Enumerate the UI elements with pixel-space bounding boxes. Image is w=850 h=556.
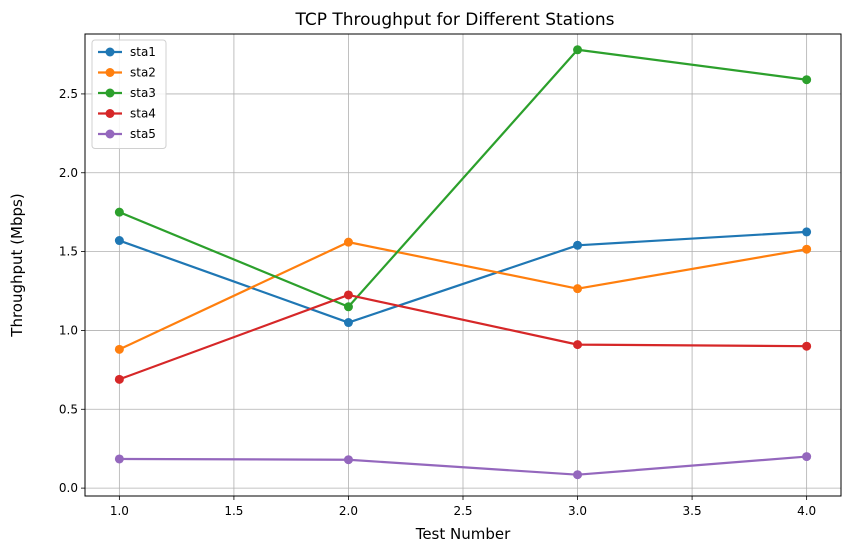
data-point-sta4 <box>114 374 124 384</box>
data-point-sta3 <box>802 75 812 85</box>
y-tick-label: 1.5 <box>59 245 78 259</box>
legend-label: sta3 <box>130 86 156 100</box>
legend-item-sta3: sta3 <box>98 86 156 100</box>
y-tick-label: 2.0 <box>59 166 78 180</box>
legend-label: sta1 <box>130 45 156 59</box>
x-tick-label: 3.0 <box>568 504 587 518</box>
data-point-sta3 <box>114 207 124 217</box>
legend-item-sta4: sta4 <box>98 107 156 121</box>
data-point-sta1 <box>114 236 124 246</box>
data-point-sta5 <box>802 452 812 462</box>
data-point-sta3 <box>573 45 583 55</box>
y-tick-label: 1.0 <box>59 323 78 337</box>
x-tick-label: 2.0 <box>339 504 358 518</box>
legend-marker <box>105 47 115 57</box>
x-tick-label: 3.5 <box>683 504 702 518</box>
chart-title: TCP Throughput for Different Stations <box>294 10 614 30</box>
data-point-sta2 <box>802 244 812 254</box>
data-point-sta4 <box>573 340 583 350</box>
series-layer <box>114 45 812 480</box>
legend-marker <box>105 129 115 139</box>
series-sta3 <box>114 45 812 312</box>
data-point-sta1 <box>802 227 812 237</box>
y-tick-label: 2.5 <box>59 87 78 101</box>
data-point-sta2 <box>114 344 124 354</box>
data-point-sta1 <box>573 240 583 250</box>
data-point-sta5 <box>114 454 124 464</box>
x-tick-label: 4.0 <box>797 504 816 518</box>
y-tick-label: 0.5 <box>59 402 78 416</box>
legend-item-sta1: sta1 <box>98 45 156 59</box>
x-axis-ticks: 1.0 1.5 2.0 2.5 3.0 3.5 4.0 <box>110 496 816 518</box>
legend-label: sta5 <box>130 127 156 141</box>
legend-marker <box>105 88 115 98</box>
data-point-sta2 <box>343 237 353 247</box>
series-line-sta2 <box>118 241 807 351</box>
data-point-sta3 <box>343 302 353 312</box>
x-axis-label: Test Number <box>415 525 511 543</box>
series-line-sta3 <box>118 48 807 308</box>
series-line-sta5 <box>119 455 807 476</box>
y-tick-label: 0.0 <box>59 481 78 495</box>
legend-marker <box>105 109 115 118</box>
data-point-sta4 <box>802 341 812 351</box>
legend-label: sta2 <box>130 66 156 80</box>
legend-item-sta5: sta5 <box>98 127 156 141</box>
legend-marker <box>105 68 115 77</box>
data-point-sta5 <box>343 455 353 465</box>
series-sta4 <box>114 290 812 384</box>
data-point-sta5 <box>573 470 583 480</box>
y-axis-ticks: 0.0 0.5 1.0 1.5 2.0 2.5 <box>59 87 85 495</box>
series-line-sta4 <box>118 293 807 381</box>
x-tick-label: 1.5 <box>224 504 243 518</box>
series-sta2 <box>114 237 812 354</box>
legend-label: sta4 <box>130 107 156 121</box>
x-tick-label: 1.0 <box>110 504 129 518</box>
legend-item-sta2: sta2 <box>98 66 156 80</box>
grid <box>85 34 841 496</box>
series-sta1 <box>114 227 812 328</box>
series-sta5 <box>114 452 812 480</box>
data-point-sta1 <box>343 318 353 328</box>
x-tick-label: 2.5 <box>453 504 472 518</box>
legend: sta1 sta2 sta3 sta4 sta5 <box>91 39 167 149</box>
data-point-sta4 <box>343 290 353 300</box>
series-line-sta1 <box>118 230 807 324</box>
data-point-sta2 <box>573 284 583 294</box>
y-axis-label: Throughput (Mbps) <box>8 193 26 337</box>
legend-box <box>91 39 167 149</box>
